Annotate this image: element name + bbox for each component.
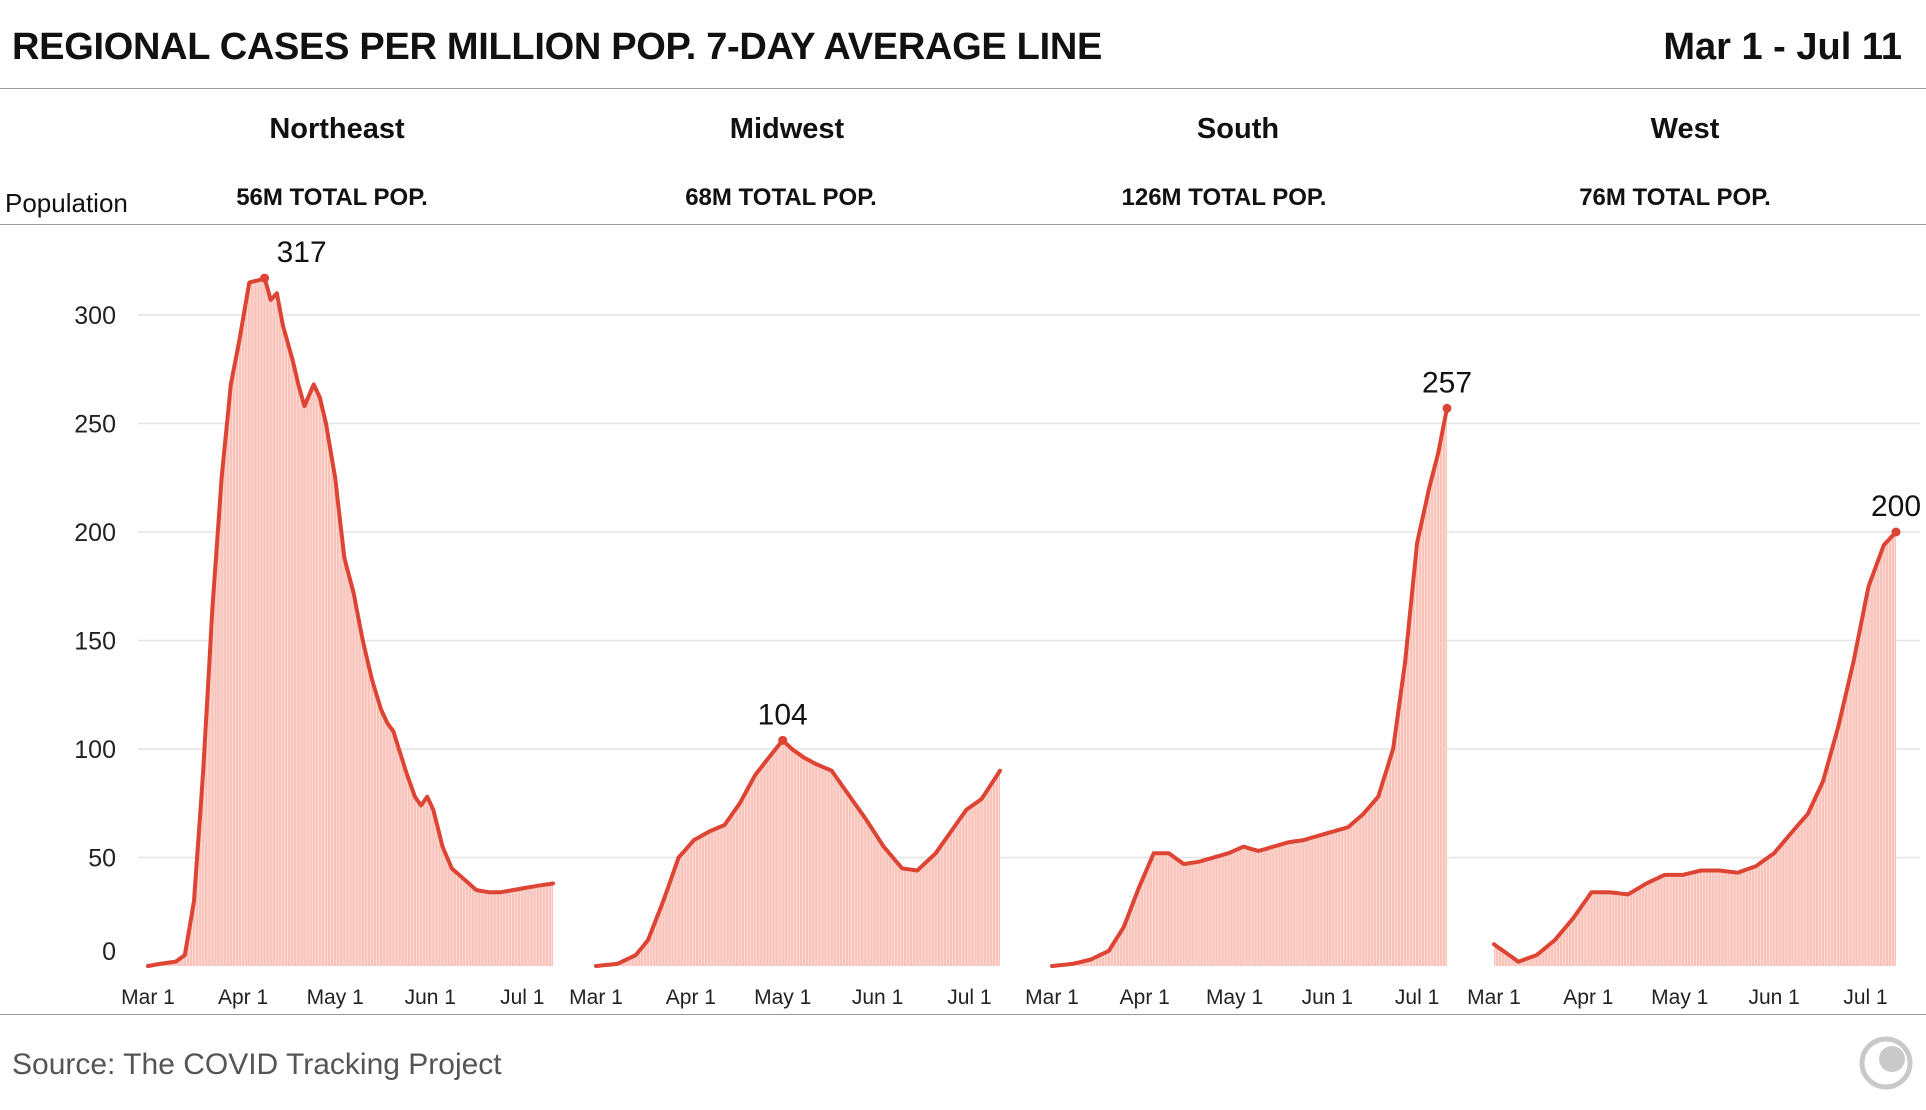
peak-label: 257 — [1422, 366, 1472, 399]
x-tick-label: Mar 1 — [569, 986, 623, 1009]
x-tick-label: Mar 1 — [1025, 986, 1079, 1009]
x-tick-label: Jul 1 — [947, 986, 991, 1009]
y-tick-label: 50 — [88, 845, 116, 873]
y-tick-label: 150 — [74, 628, 116, 656]
peak-marker — [260, 273, 270, 283]
panel-west: 200 Mar 1 Apr 1 May 1 Jun 1 Jul 1 — [1467, 490, 1921, 1009]
y-tick-label: 100 — [74, 736, 116, 764]
area-midwest — [596, 740, 1000, 966]
line-midwest — [594, 738, 1002, 968]
x-tick-label: Mar 1 — [121, 986, 175, 1009]
region-name-midwest: Midwest — [729, 113, 845, 145]
region-name-northeast: Northeast — [269, 113, 405, 145]
footer-divider — [0, 1014, 1926, 1015]
daily-bars-south — [1056, 408, 1449, 966]
x-tick-label: Apr 1 — [666, 986, 716, 1009]
source-note: Source: The COVID Tracking Project — [12, 1048, 502, 1081]
panel-midwest: 104 Mar 1 Apr 1 May 1 Jun 1 Jul 1 — [569, 698, 1002, 1009]
region-population-northeast: 56M TOTAL POP. — [236, 184, 428, 211]
line-west — [1492, 530, 1898, 964]
x-tick-label: May 1 — [1206, 986, 1263, 1009]
peak-marker — [778, 735, 788, 745]
x-tick-label: Jun 1 — [852, 986, 903, 1009]
x-tick-label: Jun 1 — [1302, 986, 1353, 1009]
covid-tracking-project-logo-icon — [1859, 1036, 1913, 1090]
x-tick-label: Jul 1 — [1395, 986, 1439, 1009]
population-row-label: Population — [5, 188, 128, 218]
x-tick-label: Apr 1 — [1563, 986, 1613, 1009]
small-multiples-chart: 0 50 100 150 200 250 300 317 Mar 1 Apr 1 May 1 Jun … — [74, 236, 1921, 1009]
peak-label: 200 — [1871, 490, 1921, 523]
x-tick-label: Jun 1 — [1748, 986, 1799, 1009]
chart-title: REGIONAL CASES PER MILLION POP. 7-DAY AV… — [12, 26, 1103, 68]
x-tick-label: May 1 — [307, 986, 364, 1009]
region-name-west: West — [1650, 113, 1720, 145]
peak-marker — [1891, 527, 1901, 537]
x-tick-label: Jul 1 — [1843, 986, 1887, 1009]
y-tick-label: 200 — [74, 519, 116, 547]
peak-label: 317 — [277, 236, 327, 269]
peak-label: 104 — [758, 698, 808, 731]
x-tick-label: Jul 1 — [500, 986, 544, 1009]
daily-bars-northeast — [152, 278, 555, 966]
area-south — [1052, 408, 1447, 966]
line-northeast — [146, 276, 555, 968]
chart-header: REGIONAL CASES PER MILLION POP. 7-DAY AV… — [0, 0, 1926, 89]
daily-bars-west — [1495, 532, 1898, 966]
region-population-midwest: 68M TOTAL POP. — [685, 184, 877, 211]
panel-northeast: 317 Mar 1 Apr 1 May 1 Jun 1 Jul 1 — [121, 236, 555, 1009]
daily-bars-midwest — [600, 740, 1002, 966]
x-tick-label: May 1 — [754, 986, 811, 1009]
date-range: Mar 1 - Jul 11 — [1663, 26, 1902, 68]
y-tick-label: 0 — [102, 938, 116, 966]
region-population-west: 76M TOTAL POP. — [1579, 184, 1771, 211]
region-name-south: South — [1196, 113, 1280, 145]
x-tick-label: Jun 1 — [405, 986, 456, 1009]
line-south — [1050, 406, 1449, 968]
header-divider — [0, 224, 1926, 225]
area-northeast — [148, 278, 553, 967]
y-tick-label: 300 — [74, 302, 116, 330]
peak-marker — [1442, 403, 1452, 413]
area-west — [1494, 532, 1896, 966]
panel-south: 257 Mar 1 Apr 1 May 1 Jun 1 Jul 1 — [1025, 366, 1472, 1009]
y-tick-label: 250 — [74, 411, 116, 439]
x-tick-label: Mar 1 — [1467, 986, 1521, 1009]
region-population-south: 126M TOTAL POP. — [1121, 184, 1327, 211]
x-tick-label: Apr 1 — [1120, 986, 1170, 1009]
x-tick-label: May 1 — [1651, 986, 1708, 1009]
x-tick-label: Apr 1 — [218, 986, 268, 1009]
